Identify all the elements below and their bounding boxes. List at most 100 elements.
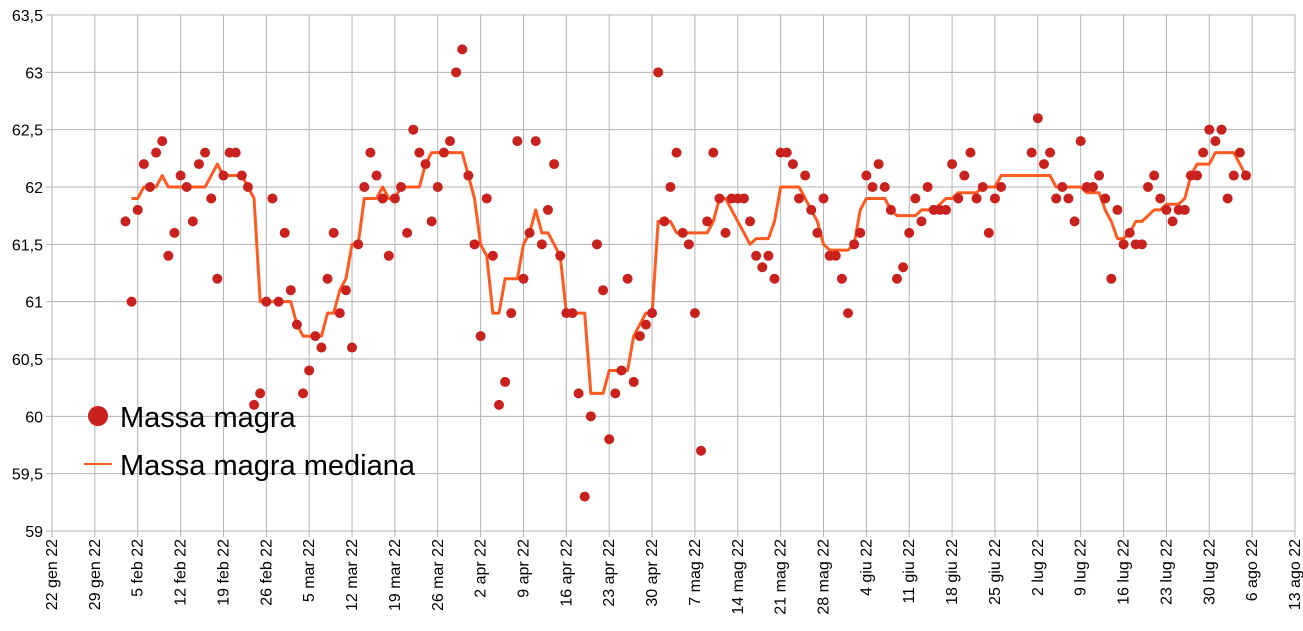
scatter-point [867, 182, 878, 192]
scatter-point [151, 147, 162, 158]
y-tick-label: 60,5 [12, 352, 43, 369]
scatter-point [794, 193, 805, 204]
scatter-point [806, 204, 817, 215]
scatter-point [1075, 136, 1086, 147]
scatter-point [757, 262, 768, 273]
x-tick-label: 4 giu 22 [858, 539, 875, 596]
y-tick-label: 59,5 [12, 467, 43, 484]
scatter-point [230, 147, 241, 158]
scatter-point [898, 262, 909, 273]
scatter-point [971, 193, 982, 204]
scatter-point [175, 170, 186, 181]
scatter-point [512, 136, 523, 147]
scatter-point [671, 147, 682, 158]
scatter-point [518, 273, 529, 284]
scatter-point [291, 319, 302, 330]
scatter-point [983, 227, 994, 238]
scatter-point [1222, 193, 1233, 204]
scatter-point [1087, 182, 1098, 192]
scatter-point [1192, 170, 1203, 181]
scatter-point [598, 285, 609, 296]
scatter-point [1124, 227, 1135, 238]
scatter-point [249, 399, 260, 410]
x-tick-label: 13 ago 22 [1287, 539, 1303, 610]
scatter-point [892, 273, 902, 284]
scatter-point [677, 227, 688, 238]
scatter-point [549, 159, 560, 170]
scatter-point [408, 124, 419, 135]
scatter-point [396, 182, 407, 192]
y-axis-ticks: 59 59,5 60 60,5 61 61,5 62 62,5 63 63,5 [12, 8, 52, 541]
x-tick-label: 22 gen 22 [44, 539, 61, 610]
scatter-point [500, 376, 511, 387]
y-tick-label: 59 [25, 524, 43, 541]
scatter-point [910, 193, 921, 204]
scatter-point [218, 170, 229, 181]
scatter-point [310, 331, 321, 342]
scatter-point [475, 331, 486, 342]
scatter-point [555, 250, 566, 261]
scatter-point [316, 342, 327, 353]
scatter-point [1038, 159, 1049, 170]
scatter-point [861, 170, 872, 181]
scatter-point [402, 227, 413, 238]
x-tick-label: 18 giu 22 [944, 539, 961, 605]
scatter-point [138, 159, 149, 170]
scatter-point [469, 239, 480, 250]
scatter-point [1241, 170, 1252, 181]
scatter-point [714, 193, 725, 204]
scatter-point [445, 136, 455, 147]
scatter-point [1026, 147, 1037, 158]
scatter-point [708, 147, 719, 158]
scatter-point [181, 182, 192, 192]
scatter-point [126, 296, 137, 307]
scatter-point [340, 285, 351, 296]
scatter-point [585, 411, 596, 422]
x-tick-label: 9 lug 22 [1073, 539, 1090, 596]
scatter-point [573, 388, 584, 399]
x-tick-label: 16 apr 22 [558, 539, 575, 607]
scatter-point [659, 216, 670, 227]
scatter-point [359, 182, 370, 192]
scatter-point [304, 365, 315, 376]
scatter-point [365, 147, 376, 158]
scatter-point [334, 308, 345, 319]
scatter-point [255, 388, 266, 399]
scatter-point [830, 250, 841, 261]
scatter-point [506, 308, 517, 319]
scatter-point [1216, 124, 1227, 135]
scatter-point [591, 239, 602, 250]
scatter-point [487, 250, 498, 261]
x-tick-label: 14 mag 22 [730, 539, 747, 615]
scatter-point [1045, 147, 1056, 158]
scatter-point [745, 216, 756, 227]
x-tick-label: 7 mag 22 [687, 539, 704, 606]
scatter-point [542, 204, 553, 215]
scatter-point [1228, 170, 1239, 181]
scatter-point [1167, 216, 1178, 227]
scatter-point [163, 250, 174, 261]
y-tick-label: 60 [25, 409, 43, 426]
scatter-point [1155, 193, 1166, 204]
scatter-point [1210, 136, 1221, 147]
legend-label-massa-magra-mediana: Massa magra mediana [120, 450, 416, 482]
scatter-point [622, 273, 633, 284]
scatter-point [953, 193, 964, 204]
scatter-point [524, 227, 535, 238]
scatter-point [169, 227, 180, 238]
scatter-point [157, 136, 168, 147]
scatter-point [530, 136, 541, 147]
scatter-point [1234, 147, 1245, 158]
scatter-point [120, 216, 131, 227]
x-tick-label: 11 giu 22 [901, 539, 918, 604]
scatter-point [200, 147, 211, 158]
x-tick-label: 12 feb 22 [173, 539, 190, 606]
scatter-point [996, 182, 1007, 192]
scatter-point [457, 44, 468, 55]
scatter-point [1161, 204, 1172, 215]
scatter-point [916, 216, 927, 227]
scatter-point [1051, 193, 1062, 204]
y-tick-label: 62,5 [12, 123, 43, 140]
x-tick-label: 19 mar 22 [387, 539, 404, 611]
